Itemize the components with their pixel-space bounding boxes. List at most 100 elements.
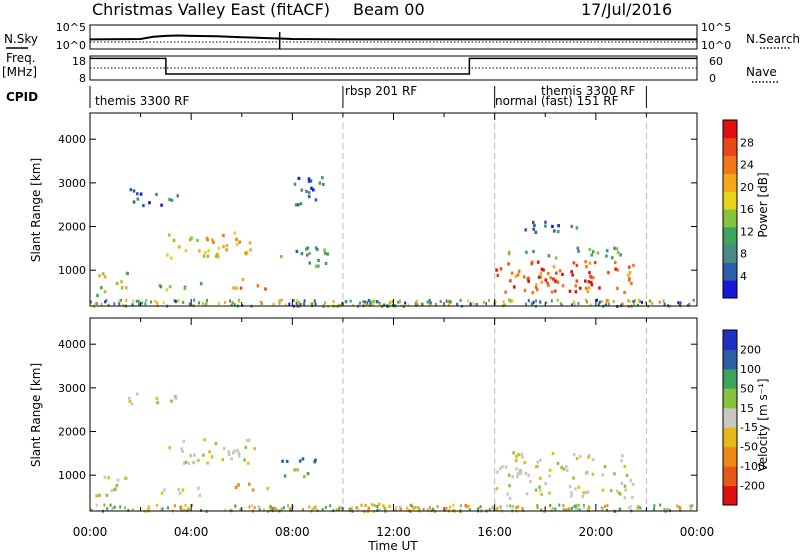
heatmap-cell: [301, 507, 304, 511]
heatmap-cell: [371, 503, 374, 507]
heatmap-cell: [557, 224, 560, 228]
heatmap-cell: [180, 507, 183, 511]
heatmap-cell: [550, 290, 554, 294]
heatmap-cell: [585, 265, 588, 269]
colorbar-tick-label: -100: [740, 460, 765, 473]
power-panel: Slant Range [km] 1000 2000 3000 4000 28 24 20…: [29, 112, 770, 309]
heatmap-cell: [233, 303, 236, 307]
heatmap-cell: [627, 506, 630, 510]
heatmap-cell: [104, 300, 107, 304]
heatmap-cell: [126, 271, 129, 276]
heatmap-cell: [508, 484, 511, 488]
heatmap-cell: [616, 250, 620, 254]
heatmap-cell: [305, 189, 308, 193]
heatmap-cell: [519, 471, 522, 475]
heatmap-cell: [491, 505, 494, 509]
heatmap-cell: [232, 286, 235, 290]
heatmap-cell: [551, 224, 554, 229]
heatmap-cell: [477, 507, 480, 511]
heatmap-cell: [577, 485, 580, 489]
heatmap-cell: [504, 465, 508, 469]
heatmap-cell: [173, 298, 176, 302]
heatmap-cell: [253, 506, 256, 510]
heatmap-cell: [560, 303, 563, 307]
heatmap-cell: [329, 504, 332, 508]
heatmap-cell: [269, 508, 272, 512]
heatmap-cell: [605, 249, 609, 253]
heatmap-cell: [579, 286, 582, 290]
heatmap-cell: [571, 303, 573, 307]
heatmap-cell: [572, 301, 575, 304]
heatmap-cell: [536, 506, 539, 510]
heatmap-cell: [128, 399, 132, 404]
heatmap-cell: [422, 508, 425, 511]
time-xlabel: Time UT: [367, 539, 418, 553]
heatmap-cell: [582, 504, 585, 508]
heatmap-cell: [321, 508, 324, 512]
heatmap-cell: [229, 299, 232, 303]
heatmap-cell: [539, 300, 542, 304]
heatmap-cell: [147, 505, 150, 509]
heatmap-cell: [552, 265, 556, 269]
heatmap-cell: [556, 230, 560, 234]
heatmap-cell: [348, 508, 351, 512]
heatmap-cell: [113, 505, 116, 509]
nsky-label: N.Sky: [4, 32, 38, 46]
heatmap-cell: [432, 507, 435, 511]
heatmap-cell: [324, 301, 327, 305]
heatmap-cell: [332, 300, 335, 303]
heatmap-cell: [248, 482, 251, 486]
heatmap-cell: [256, 284, 260, 288]
heatmap-cell: [216, 255, 220, 259]
heatmap-cell: [561, 284, 565, 288]
heatmap-cell: [511, 299, 514, 303]
heatmap-cell: [233, 231, 237, 235]
heatmap-cell: [589, 274, 592, 279]
heatmap-cell: [174, 396, 178, 400]
heatmap-cell: [235, 237, 238, 241]
heatmap-cell: [161, 507, 164, 511]
heatmap-cell: [275, 508, 278, 512]
heatmap-cell: [376, 504, 379, 508]
colorbar-swatch: [723, 407, 737, 428]
heatmap-cell: [644, 300, 647, 304]
heatmap-cell: [416, 506, 420, 510]
heatmap-cell: [300, 188, 304, 192]
heatmap-cell: [307, 177, 311, 181]
heatmap-cell: [105, 493, 109, 497]
heatmap-cell: [496, 273, 500, 278]
y-tick-label: 2000: [58, 426, 86, 439]
heatmap-cell: [217, 301, 220, 305]
x-tick-label: 16:00: [477, 525, 512, 539]
heatmap-cell: [616, 286, 619, 290]
heatmap-cell: [537, 275, 541, 279]
colorbar-swatch: [723, 173, 737, 192]
heatmap-cell: [373, 504, 376, 508]
heatmap-cell: [584, 260, 587, 264]
heatmap-cell: [236, 449, 239, 453]
heatmap-cell: [665, 507, 668, 511]
heatmap-cell: [504, 303, 507, 307]
heatmap-cell: [248, 241, 252, 245]
heatmap-cell: [540, 508, 543, 512]
heatmap-cell: [540, 267, 544, 271]
heatmap-cell: [499, 505, 502, 509]
heatmap-cell: [653, 504, 656, 508]
heatmap-cell: [314, 458, 317, 462]
heatmap-cell: [589, 280, 593, 285]
heatmap-cell: [439, 299, 442, 303]
heatmap-cell: [539, 275, 542, 279]
heatmap-cell: [300, 252, 304, 256]
nave-tick-right: 60: [709, 55, 723, 68]
x-tick-label: 12:00: [376, 525, 411, 539]
heatmap-cell: [111, 507, 114, 511]
heatmap-cell: [197, 458, 200, 462]
nsearch-label: N.Search: [746, 32, 800, 46]
heatmap-cell: [548, 468, 552, 472]
heatmap-cell: [679, 506, 682, 510]
heatmap-cell: [560, 465, 563, 470]
heatmap-cell: [538, 488, 542, 492]
heatmap-cell: [214, 254, 218, 258]
heatmap-cell: [568, 485, 572, 489]
heatmap-cell: [120, 280, 123, 284]
